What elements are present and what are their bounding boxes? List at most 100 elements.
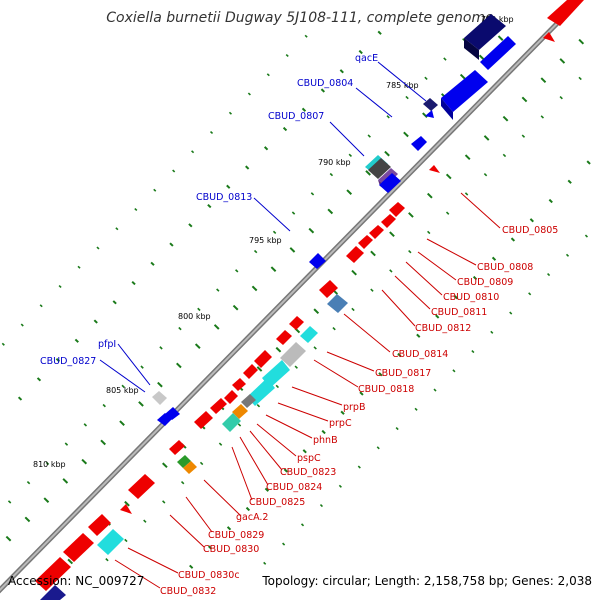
gene-feature	[169, 440, 185, 455]
tick-mark	[397, 352, 402, 358]
map-title: Coxiella burnetii Dugway 5J108-111, comp…	[106, 10, 494, 26]
tick-mark	[403, 131, 409, 138]
tick-mark	[176, 362, 182, 369]
connector-line	[117, 343, 151, 386]
gene-feature	[300, 326, 318, 343]
gene-feature	[35, 557, 71, 591]
tick-mark	[521, 134, 526, 138]
gene-label: CBUD_0829	[208, 530, 264, 541]
gene-feature	[177, 455, 191, 468]
tick-mark	[228, 111, 233, 115]
tick-mark	[77, 265, 81, 269]
tick-mark	[443, 57, 447, 61]
tick-mark	[150, 261, 155, 266]
tick-mark	[96, 246, 100, 250]
connector-line	[329, 121, 365, 157]
tick-mark	[320, 88, 326, 93]
gene-feature	[389, 202, 405, 217]
tick-mark	[237, 423, 242, 427]
gene-feature	[464, 38, 479, 60]
tick-mark	[197, 307, 201, 312]
gene-feature	[224, 390, 238, 404]
tick-mark	[321, 429, 326, 435]
connector-line	[253, 197, 291, 232]
gene-label: prpB	[343, 402, 365, 413]
tick-mark	[329, 172, 334, 177]
tick-mark	[510, 237, 516, 242]
tick-mark	[427, 230, 431, 235]
tick-mark	[124, 538, 128, 543]
accession-text: Accession: NC_009727	[8, 574, 145, 588]
tick-mark	[172, 169, 176, 173]
gene-label: CBUD_0825	[249, 497, 305, 508]
tick-mark	[358, 49, 363, 55]
tick-mark	[548, 198, 553, 204]
connector-line	[377, 61, 427, 102]
tick-mark	[39, 304, 43, 308]
gene-feature	[379, 173, 401, 193]
gene-feature	[120, 504, 132, 514]
tick-mark	[435, 314, 440, 319]
tick-mark	[5, 535, 12, 542]
tick-mark	[194, 343, 201, 349]
gene-feature	[222, 413, 241, 432]
kbp-label: 800 kbp	[178, 312, 211, 321]
gene-label: CBUD_0830c	[178, 570, 240, 581]
connector-line	[417, 251, 457, 281]
tick-mark	[291, 211, 296, 215]
tick-mark	[497, 35, 504, 41]
gene-feature	[319, 280, 338, 298]
tick-mark	[102, 403, 106, 408]
gene-feature	[441, 70, 488, 112]
tick-mark	[490, 330, 494, 334]
gene-feature	[152, 391, 167, 405]
gene-feature	[194, 411, 213, 429]
gene-feature	[411, 136, 427, 151]
tick-mark	[338, 484, 342, 488]
tick-mark	[62, 478, 69, 484]
tick-mark	[83, 423, 88, 427]
gene-label: CBUD_0804	[297, 78, 353, 89]
tick-mark	[7, 500, 12, 504]
tick-mark	[264, 487, 270, 492]
connector-line	[426, 238, 477, 266]
tick-mark	[445, 173, 452, 180]
tick-mark	[263, 146, 269, 151]
tick-mark	[20, 323, 24, 327]
tick-mark	[207, 545, 213, 550]
tick-mark	[559, 96, 563, 100]
reverse-features	[35, 0, 584, 600]
gene-feature	[183, 461, 197, 474]
gene-label: CBUD_0818	[358, 384, 414, 395]
gene-feature	[381, 214, 396, 228]
connector-line	[460, 192, 501, 229]
tick-mark	[348, 153, 353, 158]
gene-feature	[423, 98, 438, 111]
gene-label: pfpI	[98, 339, 116, 350]
gene-feature	[165, 407, 180, 420]
tick-mark	[188, 223, 193, 228]
tick-mark	[253, 249, 258, 254]
gene-feature	[429, 165, 440, 173]
tick-mark	[218, 442, 223, 446]
connector-line	[127, 547, 179, 574]
tick-mark	[178, 326, 182, 331]
gene-feature	[63, 533, 94, 562]
tick-mark	[351, 307, 355, 312]
tick-mark	[67, 558, 74, 565]
tick-mark	[559, 58, 566, 64]
tick-mark	[272, 230, 277, 235]
tick-mark	[414, 407, 418, 411]
tick-mark	[491, 256, 497, 261]
tick-mark	[282, 126, 288, 132]
tick-mark	[528, 292, 532, 296]
tick-mark	[472, 275, 478, 281]
tick-mark	[308, 227, 315, 234]
tick-mark	[547, 273, 551, 277]
gene-label: CBUD_0823	[280, 467, 336, 478]
gene-feature	[254, 350, 272, 368]
tick-mark	[294, 365, 298, 369]
gene-feature	[243, 364, 258, 379]
gene-feature	[543, 32, 555, 42]
